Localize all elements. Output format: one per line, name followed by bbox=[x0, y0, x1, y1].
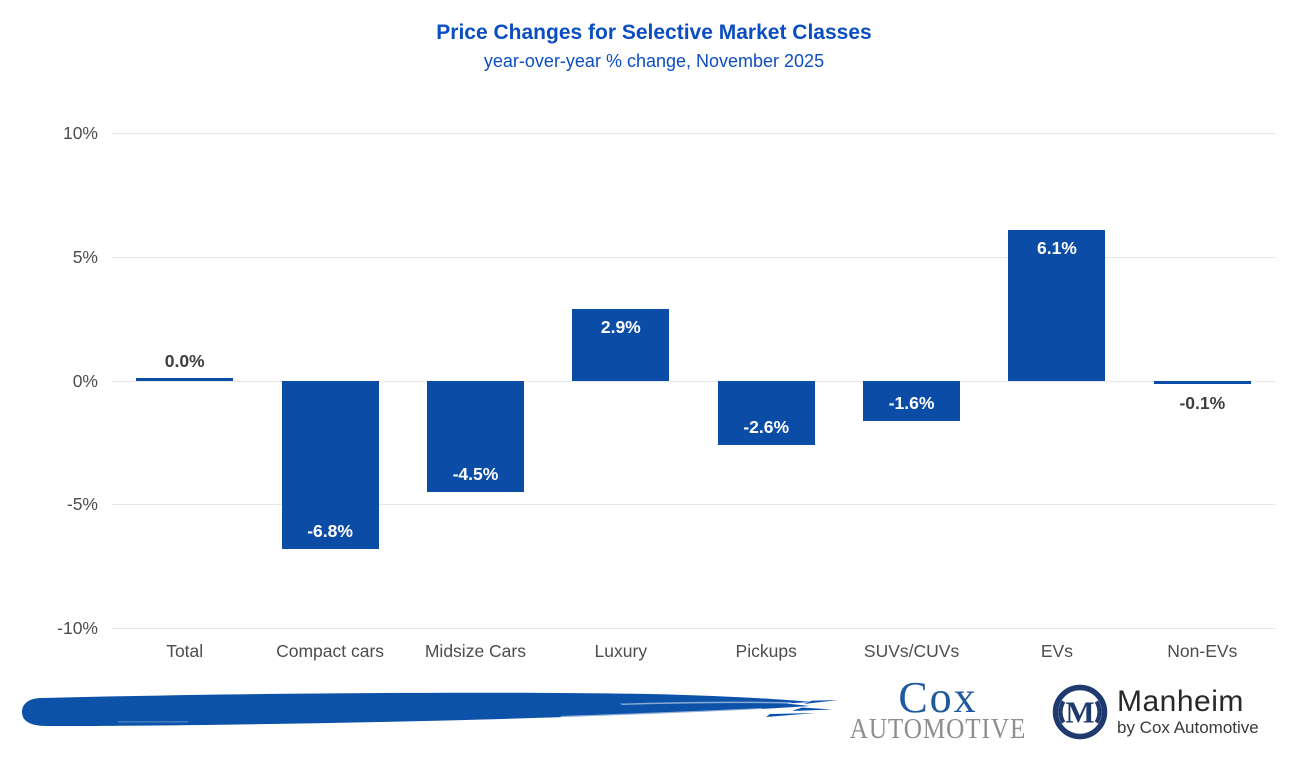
bar-value-label: -1.6% bbox=[888, 392, 935, 413]
y-axis-tick-label: -10% bbox=[57, 618, 98, 638]
bar-total bbox=[136, 377, 234, 381]
manheim-logo: M Manheim by Cox Automotive bbox=[1052, 684, 1259, 740]
y-axis-tick-label: 10% bbox=[62, 123, 98, 143]
bar-compact-cars bbox=[281, 380, 379, 549]
gridline-5% bbox=[112, 256, 1275, 258]
bar-suvs-cuvs bbox=[863, 380, 961, 421]
chart-header: Price Changes for Selective Market Class… bbox=[0, 20, 1308, 72]
chart-title: Price Changes for Selective Market Class… bbox=[436, 21, 872, 44]
bar-value-label: -0.1% bbox=[1179, 392, 1226, 413]
bar-luxury bbox=[572, 308, 670, 381]
bar-pickups bbox=[717, 380, 815, 445]
bar-midsize-cars bbox=[426, 380, 524, 492]
manheim-m-circle-icon: M bbox=[1052, 684, 1108, 740]
x-axis-label: Total bbox=[166, 641, 204, 661]
y-axis-tick-label: -5% bbox=[66, 494, 98, 515]
bar-value-label: 0.0% bbox=[164, 350, 205, 371]
gridline--10% bbox=[112, 628, 1275, 629]
manheim-name: Manheim bbox=[1117, 685, 1244, 718]
x-axis-label: SUVs/CUVs bbox=[863, 641, 960, 661]
bar-value-label: 2.9% bbox=[600, 316, 641, 337]
bar-chart: 10% 5% 0% -5% -10% 0.0% Total -6.8% Compact cars… bbox=[57, 123, 1275, 661]
x-axis-label: Luxury bbox=[594, 641, 648, 661]
manheim-logo-text: Manheim by Cox Automotive bbox=[1117, 685, 1259, 738]
brush-stroke-decoration bbox=[22, 692, 838, 727]
y-axis-tick-label: 5% bbox=[72, 246, 98, 267]
bar-value-label: -6.8% bbox=[307, 520, 353, 541]
manheim-monogram: M bbox=[1065, 695, 1094, 730]
bar-value-label: -2.6% bbox=[743, 416, 790, 437]
y-axis-tick-label: 0% bbox=[72, 370, 98, 391]
cox-automotive-logo: Cox AUTOMOTIVE bbox=[838, 673, 1038, 745]
bar-non-evs bbox=[1153, 380, 1251, 384]
gridline--5% bbox=[112, 504, 1275, 506]
x-axis-label: Compact cars bbox=[276, 641, 385, 661]
cox-logo-automotive-text: AUTOMOTIVE bbox=[849, 714, 1027, 745]
chart-subtitle: year-over-year % change, November 2025 bbox=[483, 51, 825, 71]
cox-logo-wordmark: Cox bbox=[898, 673, 978, 722]
gridline-10% bbox=[112, 133, 1275, 134]
gridline-0% bbox=[112, 380, 1275, 382]
x-axis-label: Pickups bbox=[735, 641, 797, 661]
x-axis-label: Non-EVs bbox=[1167, 641, 1238, 661]
bar-value-label: 6.1% bbox=[1036, 237, 1077, 258]
x-axis-label: Midsize Cars bbox=[424, 641, 526, 661]
bar-evs bbox=[1008, 229, 1106, 381]
bar-value-label: -4.5% bbox=[452, 463, 499, 484]
manheim-tagline: by Cox Automotive bbox=[1117, 718, 1259, 737]
x-axis-label: EVs bbox=[1040, 641, 1073, 661]
